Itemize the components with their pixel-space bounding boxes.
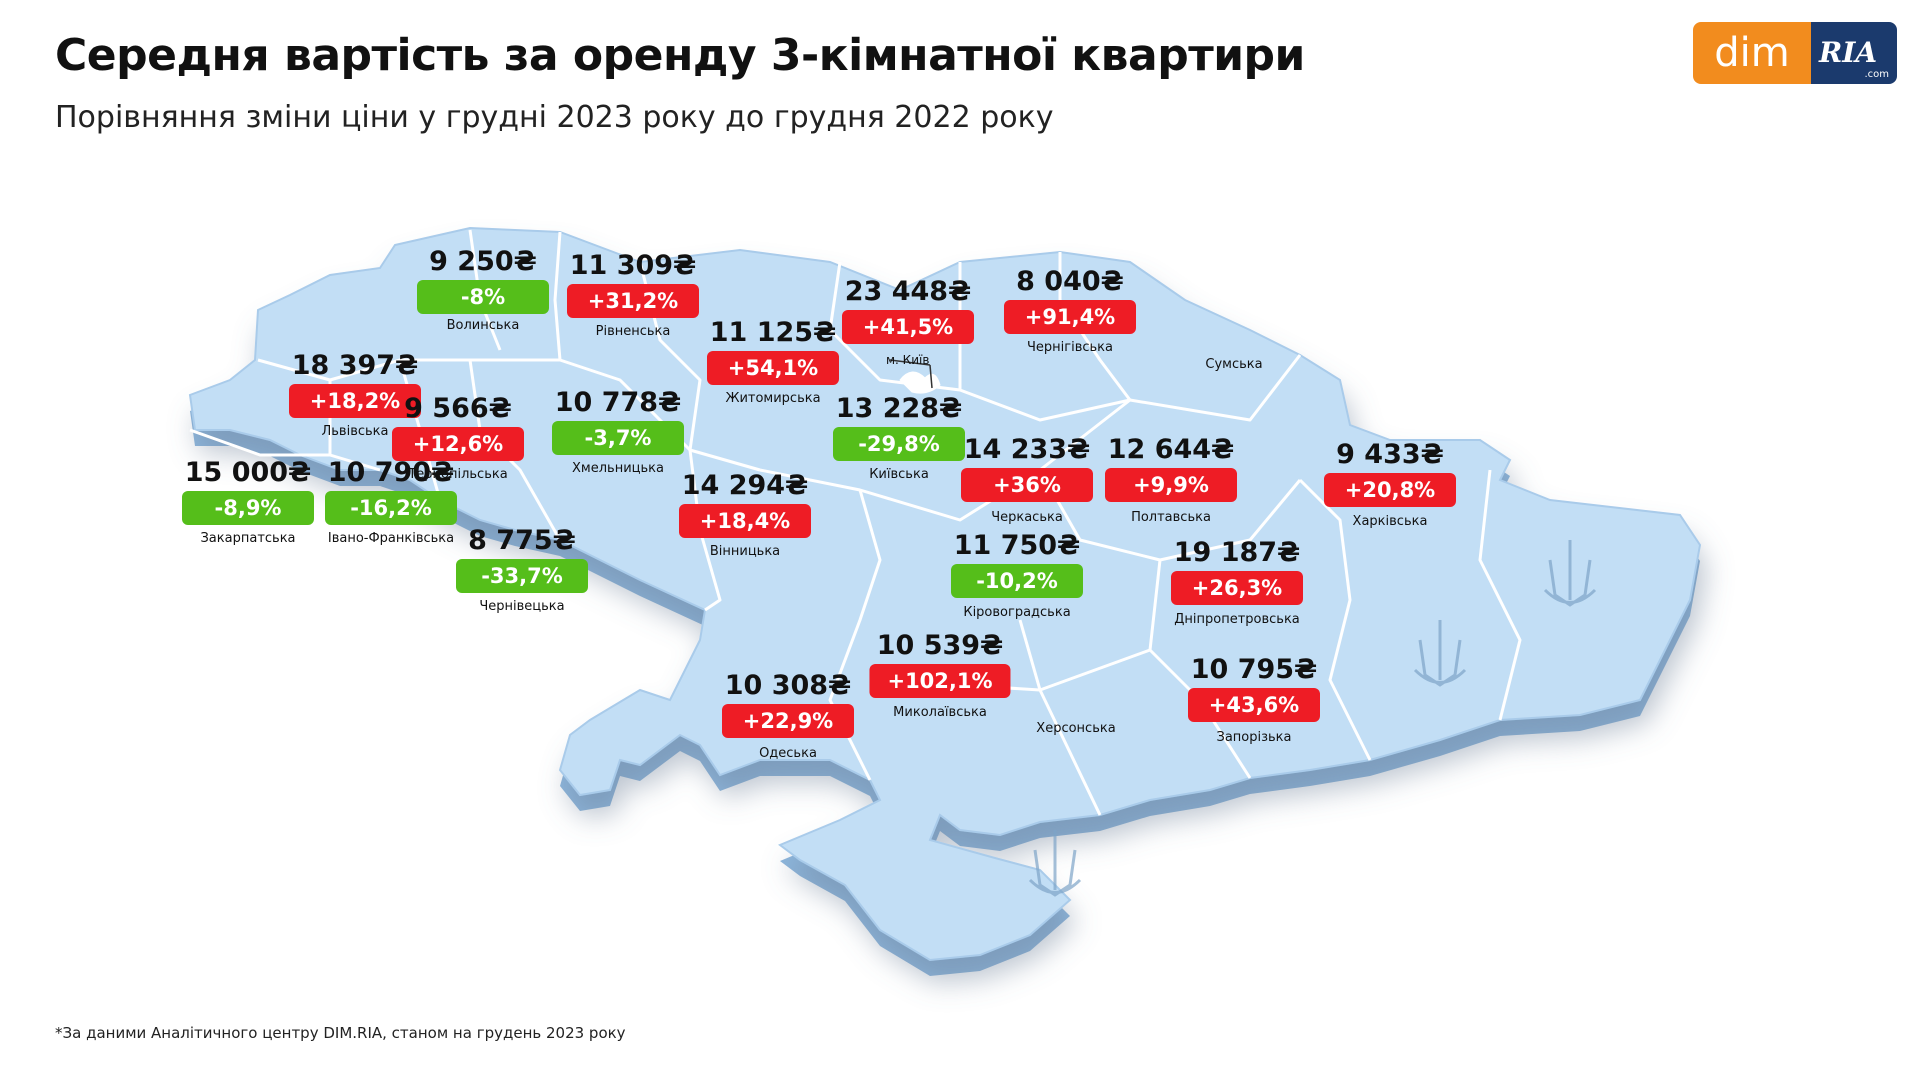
region-name: Житомирська <box>725 391 821 406</box>
region-figure: 8 040₴ +91,4% <box>1004 266 1136 334</box>
region-figure: 23 448₴ +41,5% <box>842 276 974 344</box>
region-price: 10 778₴ <box>554 387 682 418</box>
region-figure: 10 795₴ +43,6% <box>1188 654 1320 722</box>
region-name: Сумська <box>1205 357 1263 372</box>
region-name: Дніпропетровська <box>1174 612 1300 627</box>
region-figure: 10 539₴ +102,1% <box>869 630 1011 698</box>
page-title: Середня вартість за оренду 3-кімнатної к… <box>55 30 1305 81</box>
region-price: 9 433₴ <box>1336 439 1444 470</box>
region-price: 23 448₴ <box>844 276 972 307</box>
logo-ria-part: RIA .com <box>1811 22 1897 84</box>
region-price: 19 187₴ <box>1173 537 1301 568</box>
region-name: Полтавська <box>1131 510 1211 525</box>
region-change-badge: +36% <box>961 468 1093 502</box>
region-price: 9 566₴ <box>404 393 512 424</box>
region-price: 8 775₴ <box>468 525 576 556</box>
region-name: Київська <box>869 467 929 482</box>
region-price: 11 309₴ <box>569 250 697 281</box>
region-price: 18 397₴ <box>291 350 419 381</box>
region-change-badge: -8,9% <box>182 491 314 525</box>
region-name: Вінницька <box>709 544 781 559</box>
region-name: Івано-Франківська <box>327 531 455 546</box>
region-figure: 11 750₴ -10,2% <box>951 530 1083 598</box>
region-figure: 15 000₴ -8,9% <box>182 457 314 525</box>
region-change-badge: +43,6% <box>1188 688 1320 722</box>
logo-com-text: .com <box>1864 69 1889 80</box>
region-price: 10 539₴ <box>876 630 1004 661</box>
region-price: 10 790₴ <box>327 457 455 488</box>
region-figure: 10 790₴ -16,2% <box>325 457 457 525</box>
region-figure: 12 644₴ +9,9% <box>1105 434 1237 502</box>
kyiv-city-marker <box>889 359 941 394</box>
region-figure: 11 125₴ +54,1% <box>707 317 839 385</box>
region-price: 10 308₴ <box>724 670 852 701</box>
region-price: 9 250₴ <box>429 246 537 277</box>
region-price: 14 294₴ <box>681 470 809 501</box>
region-figure: 11 309₴ +31,2% <box>567 250 699 318</box>
region-change-badge: +41,5% <box>842 310 974 344</box>
region-change-badge: +26,3% <box>1171 571 1303 605</box>
region-change-badge: -3,7% <box>552 421 684 455</box>
region-name: Чернівецька <box>479 599 565 614</box>
region-figure: 13 228₴ -29,8% <box>833 393 965 461</box>
region-change-badge: +22,9% <box>722 704 854 738</box>
region-name: Херсонська <box>1036 721 1116 736</box>
region-figure: 19 187₴ +26,3% <box>1171 537 1303 605</box>
region-price: 12 644₴ <box>1107 434 1235 465</box>
region-price: 11 125₴ <box>709 317 837 348</box>
region-name: Закарпатська <box>200 531 296 546</box>
region-name: Миколаївська <box>893 705 987 720</box>
dim-ria-logo[interactable]: dim RIA .com <box>1693 22 1897 84</box>
region-change-badge: -33,7% <box>456 559 588 593</box>
region-name: Хмельницька <box>572 461 664 476</box>
region-name: Рівненська <box>595 324 671 339</box>
region-figure: 18 397₴ +18,2% <box>289 350 421 418</box>
region-figure: 9 250₴ -8% <box>417 246 549 314</box>
region-price: 10 795₴ <box>1190 654 1318 685</box>
region-price: 8 040₴ <box>1016 266 1124 297</box>
trident-decorations <box>1028 540 1597 897</box>
region-name: Кіровоградська <box>963 605 1071 620</box>
region-change-badge: +91,4% <box>1004 300 1136 334</box>
region-change-badge: +20,8% <box>1324 473 1456 507</box>
region-figure: 8 775₴ -33,7% <box>456 525 588 593</box>
region-name: Черкаська <box>991 510 1063 525</box>
region-figure: 10 778₴ -3,7% <box>552 387 684 455</box>
logo-dim-part: dim <box>1693 22 1811 84</box>
region-price: 15 000₴ <box>184 457 312 488</box>
region-name: Одеська <box>759 746 817 761</box>
region-figure: 14 233₴ +36% <box>961 434 1093 502</box>
region-change-badge: +18,4% <box>679 504 811 538</box>
region-change-badge: +9,9% <box>1105 468 1237 502</box>
region-name: Запорізька <box>1216 730 1292 745</box>
region-price: 13 228₴ <box>835 393 963 424</box>
region-price: 14 233₴ <box>963 434 1091 465</box>
region-change-badge: -29,8% <box>833 427 965 461</box>
logo-ria-text: RIA <box>1819 36 1878 69</box>
region-change-badge: +18,2% <box>289 384 421 418</box>
region-name: Тернопільська <box>408 467 508 482</box>
region-name: Чернігівська <box>1026 340 1114 355</box>
page-subtitle: Порівняння зміни ціни у грудні 2023 року… <box>55 100 1054 135</box>
region-price: 11 750₴ <box>953 530 1081 561</box>
region-change-badge: +54,1% <box>707 351 839 385</box>
region-change-badge: -16,2% <box>325 491 457 525</box>
region-figure: 9 433₴ +20,8% <box>1324 439 1456 507</box>
region-figure: 14 294₴ +18,4% <box>679 470 811 538</box>
region-name: Львівська <box>321 424 389 439</box>
region-figure: 9 566₴ +12,6% <box>392 393 524 461</box>
region-name: Волинська <box>446 318 520 333</box>
kyiv-city-label: м. Київ <box>886 353 930 367</box>
region-change-badge: +102,1% <box>869 664 1011 698</box>
footnote: *За даними Аналітичного центру DIM.RIA, … <box>55 1024 626 1042</box>
region-change-badge: +31,2% <box>567 284 699 318</box>
region-change-badge: -8% <box>417 280 549 314</box>
region-name: Харківська <box>1352 514 1428 529</box>
region-change-badge: +12,6% <box>392 427 524 461</box>
region-change-badge: -10,2% <box>951 564 1083 598</box>
region-figure: 10 308₴ +22,9% <box>722 670 854 738</box>
